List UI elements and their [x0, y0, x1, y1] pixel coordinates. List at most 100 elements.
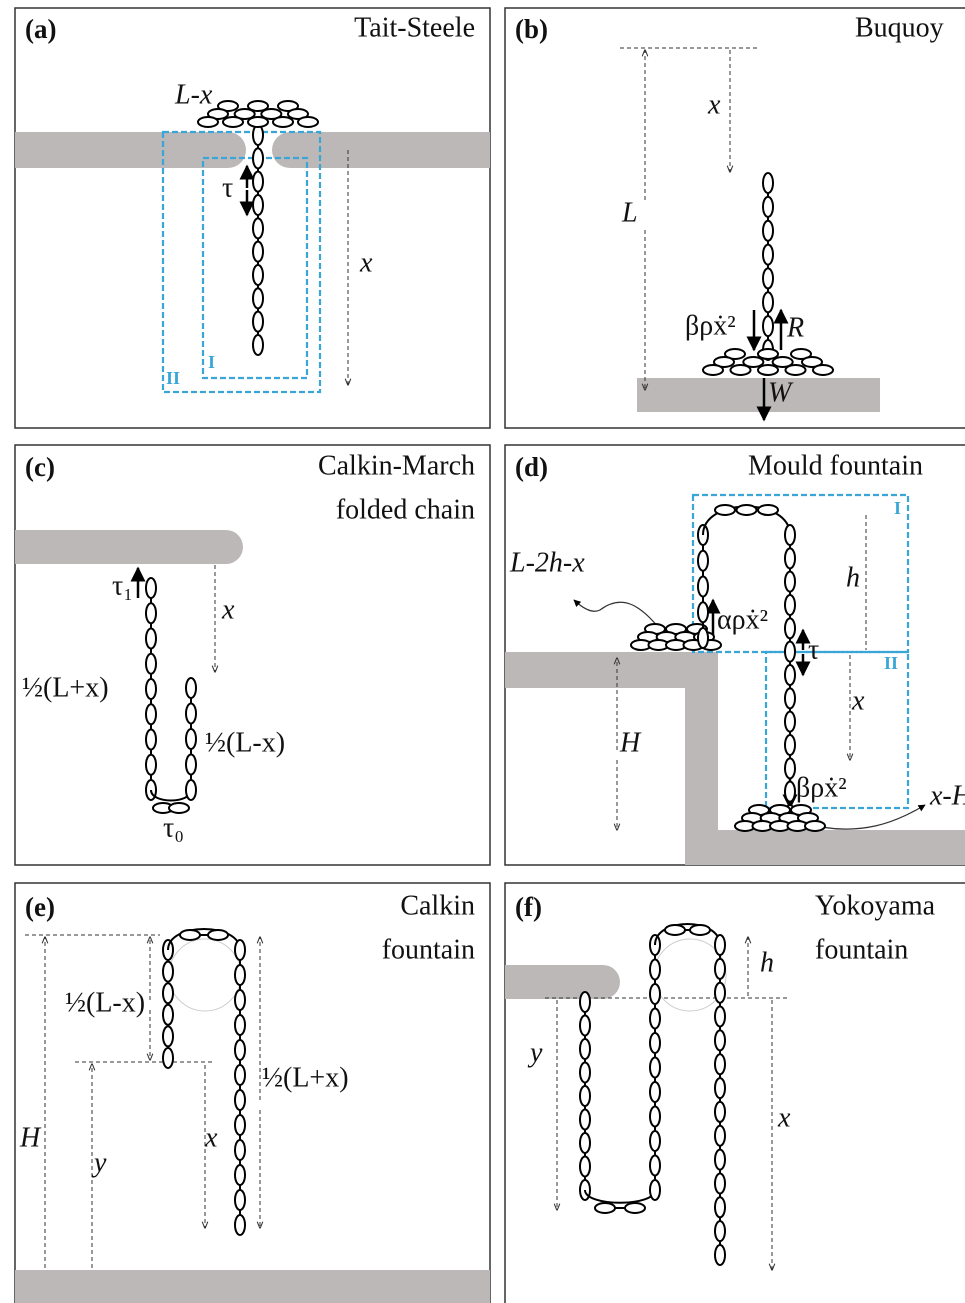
chain-link	[253, 312, 263, 332]
chain-link	[763, 292, 773, 312]
annotation: ½(L-x)	[65, 987, 145, 1018]
chain-link	[785, 665, 795, 685]
ground	[505, 965, 620, 999]
chain-link	[763, 316, 773, 336]
annotation: x	[359, 247, 373, 278]
chain-link	[715, 1173, 725, 1193]
chain-link	[186, 678, 196, 698]
chain-link	[235, 940, 245, 960]
panel-label: (c)	[25, 452, 55, 482]
chain-link	[580, 1157, 590, 1177]
annotation: H	[619, 727, 642, 758]
annotation: βρẋ²	[685, 310, 736, 341]
chain-link	[763, 197, 773, 217]
annotation: y	[91, 1147, 107, 1178]
chain-link	[650, 1156, 660, 1176]
panel-title: Calkin	[400, 890, 475, 921]
annotation: βρẋ²	[796, 772, 847, 803]
chain-link	[698, 551, 708, 571]
chain-link	[805, 821, 825, 831]
annotation: h	[846, 562, 860, 593]
chain-link	[763, 221, 773, 241]
chain-link	[785, 642, 795, 662]
chain-link	[715, 983, 725, 1003]
annotation: R	[786, 312, 804, 343]
chain-link	[186, 755, 196, 775]
chain-link	[758, 349, 778, 359]
chain-link	[785, 735, 795, 755]
chain-link	[235, 1190, 245, 1210]
chain-link	[198, 117, 218, 127]
chain-link	[146, 603, 156, 623]
chain-link	[715, 935, 725, 955]
chain-link	[650, 1180, 660, 1200]
panel-label: (e)	[25, 892, 55, 922]
annotation: x	[221, 594, 235, 625]
panel-title: fountain	[382, 934, 475, 965]
chain-link	[813, 365, 833, 375]
chain-link	[235, 1165, 245, 1185]
chain-link	[235, 1115, 245, 1135]
chain-link	[715, 1054, 725, 1074]
panel-label: (b)	[515, 14, 548, 44]
chain-link	[253, 335, 263, 355]
chain-link	[580, 992, 590, 1012]
chain-link	[763, 245, 773, 265]
chain-link	[763, 268, 773, 288]
annotation: x	[707, 89, 721, 120]
chain-link	[715, 1150, 725, 1170]
chain-link	[650, 1082, 660, 1102]
chain-link	[785, 782, 795, 802]
chain-link	[273, 117, 293, 127]
chain-link	[146, 629, 156, 649]
chain-link	[580, 1110, 590, 1130]
chain-link	[715, 1030, 725, 1050]
chain-link	[715, 1245, 725, 1265]
annotation: y	[527, 1037, 543, 1068]
panel-title: Buquoy	[855, 12, 944, 43]
chain-link	[253, 195, 263, 215]
chain-link	[186, 704, 196, 724]
chain-link	[146, 704, 156, 724]
annotation: τ	[808, 634, 819, 665]
chain-link	[731, 365, 751, 375]
chain-link	[580, 1086, 590, 1106]
chain-link	[235, 990, 245, 1010]
annotation: τ₁	[112, 570, 133, 601]
chain-link	[758, 365, 778, 375]
chain-link	[235, 1090, 245, 1110]
chain-link	[715, 1126, 725, 1146]
annotation: τ₀	[163, 812, 184, 843]
chain-line	[655, 924, 720, 945]
annotation: αρẋ²	[717, 604, 768, 635]
annotation: L	[621, 197, 638, 228]
chain-link	[208, 930, 228, 940]
chain-link	[146, 730, 156, 750]
control-volume	[163, 132, 320, 392]
chain-link	[580, 1016, 590, 1036]
pulley	[169, 939, 241, 1011]
chain-link	[580, 1063, 590, 1083]
panel-title: Tait-Steele	[354, 12, 475, 43]
chain-link	[163, 962, 173, 982]
chain-link	[650, 984, 660, 1004]
chain-link	[253, 288, 263, 308]
chain-link	[163, 1005, 173, 1025]
annotation: I	[208, 352, 215, 372]
chain-link	[595, 1203, 615, 1213]
chain-link	[580, 1039, 590, 1059]
chain-link	[715, 959, 725, 979]
annotation: I	[894, 498, 901, 518]
chain-link	[650, 1107, 660, 1127]
chain-link	[235, 1215, 245, 1235]
annotation: ½(L+x)	[262, 1062, 349, 1093]
chain-link	[698, 602, 708, 622]
chain-link	[715, 1221, 725, 1241]
chain-link	[785, 548, 795, 568]
ground	[505, 652, 965, 865]
chain-link	[786, 365, 806, 375]
annotation: L-x	[174, 79, 213, 110]
chain-link	[715, 1078, 725, 1098]
chain-link	[146, 679, 156, 699]
chain-link	[650, 1058, 660, 1078]
